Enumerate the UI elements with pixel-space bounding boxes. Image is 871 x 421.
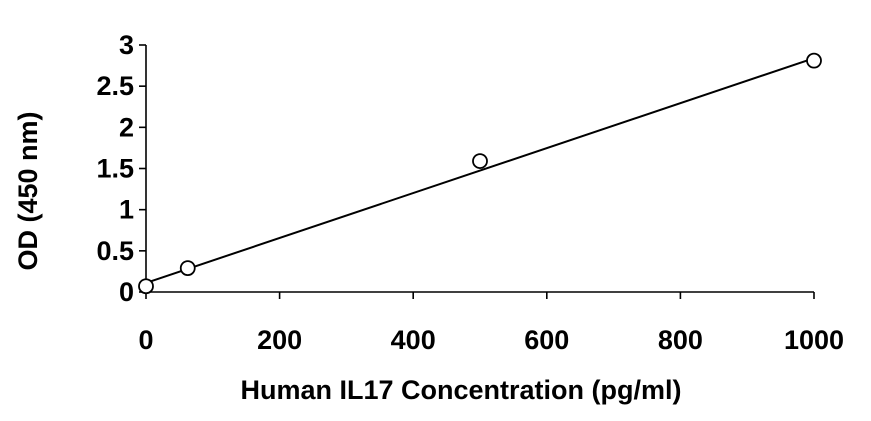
y-tick-label: 2 (119, 112, 134, 142)
y-tick-label: 2.5 (96, 71, 134, 101)
points-layer (138, 52, 822, 295)
y-tick-label: 1 (119, 195, 134, 225)
y-tick-label: 0 (119, 277, 134, 307)
axes (139, 44, 815, 299)
data-point (472, 153, 488, 169)
x-tick-label: 0 (138, 325, 153, 355)
y-axis-title: OD (450 nm) (13, 111, 43, 270)
data-point (806, 52, 822, 69)
tick-labels: 0 0.5 1 1.5 2 2.5 3 0 200 400 600 800 1000 (96, 30, 844, 355)
x-tick-label: 400 (391, 325, 436, 355)
data-point (138, 278, 154, 295)
y-tick-label: 1.5 (96, 154, 134, 184)
x-tick-label: 200 (257, 325, 302, 355)
y-tick-label: 3 (119, 30, 134, 60)
data-point (179, 260, 196, 277)
x-tick-label: 800 (658, 325, 703, 355)
x-axis-title: Human IL17 Concentration (pg/ml) (240, 375, 681, 405)
trendline-layer (145, 57, 815, 284)
y-tick-label: 0.5 (96, 236, 134, 266)
trendline (145, 57, 815, 284)
x-tick-label: 1000 (784, 325, 844, 355)
x-tick-label: 600 (524, 325, 569, 355)
